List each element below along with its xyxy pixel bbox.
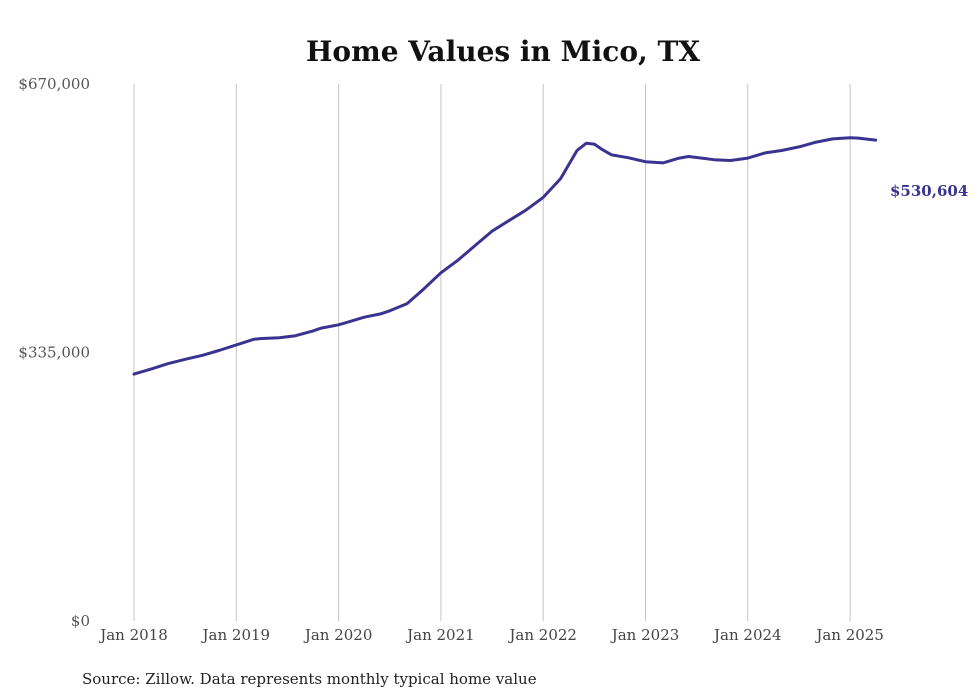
x-tick-label: Jan 2021 — [405, 626, 475, 644]
end-value-label: $530,604 — [890, 182, 968, 200]
y-tick-label: $335,000 — [18, 344, 90, 362]
series-line — [132, 136, 878, 376]
grid — [133, 84, 851, 621]
y-tick-label: $0 — [71, 612, 90, 630]
x-tick-label: Jan 2019 — [201, 626, 271, 644]
source-note: Source: Zillow. Data represents monthly … — [82, 670, 537, 688]
y-axis: $0 $335,000 $670,000 — [18, 75, 90, 630]
x-tick-label: Jan 2020 — [303, 626, 373, 644]
x-tick-label: Jan 2022 — [507, 626, 577, 644]
y-tick-label: $670,000 — [18, 75, 90, 93]
x-tick-label: Jan 2018 — [98, 626, 168, 644]
x-tick-label: Jan 2023 — [610, 626, 680, 644]
x-tick-label: Jan 2025 — [814, 626, 884, 644]
x-tick-label: Jan 2024 — [712, 626, 782, 644]
x-axis: Jan 2018 Jan 2019 Jan 2020 Jan 2021 Jan 2022… — [98, 626, 884, 644]
chart-title: Home Values in Mico, TX — [306, 35, 700, 68]
